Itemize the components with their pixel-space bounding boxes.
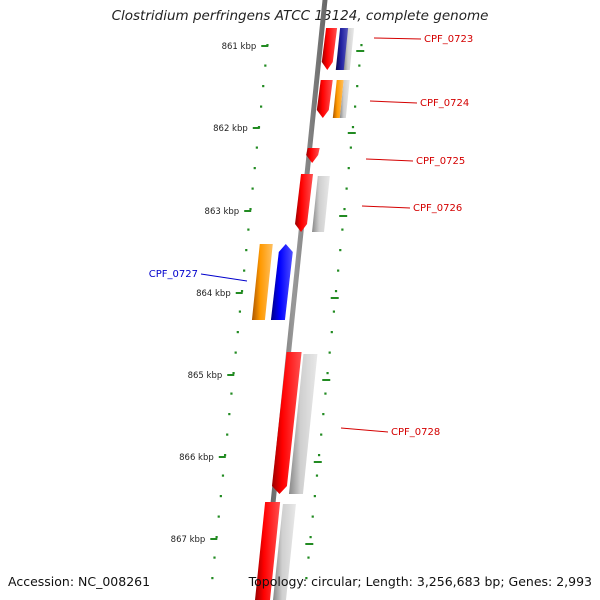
minor-tick-left — [221, 474, 225, 477]
minor-tick-right — [345, 187, 348, 190]
minor-tick-right — [356, 85, 359, 88]
minor-tick-right — [349, 146, 352, 149]
minor-tick-right — [326, 372, 329, 375]
gene-label[interactable]: CPF_0724 — [420, 98, 469, 109]
minor-tick-right — [315, 474, 319, 477]
minor-tick-right — [351, 126, 355, 129]
minor-tick-right — [353, 105, 357, 108]
gene-leader-line — [200, 273, 248, 282]
gene-leader-line — [373, 37, 422, 40]
kbp-label: 864 kbp — [196, 289, 231, 299]
gene-cpf0728-cds — [271, 352, 302, 494]
gene-cpf0726-cds — [295, 174, 314, 232]
minor-tick-left — [228, 413, 231, 416]
gene-cpf0724-gray — [339, 80, 350, 118]
gene-leader-line — [369, 100, 418, 104]
minor-tick-left — [232, 372, 235, 375]
minor-tick-left — [251, 187, 254, 190]
tick-marks — [210, 44, 365, 580]
minor-tick-right — [358, 64, 361, 67]
map-title: Clostridium perfringens ATCC 13124, comp… — [111, 8, 489, 24]
minor-tick-left — [253, 167, 256, 170]
gene-label[interactable]: CPF_0727 — [149, 269, 198, 280]
kbp-label: 861 kbp — [222, 42, 257, 52]
gene-cpf0724-orange — [332, 80, 344, 118]
gene-cpf0726-gray — [312, 176, 330, 232]
minor-tick-left — [234, 351, 237, 354]
genome-summary-text: Topology: circular; Length: 3,256,683 bp… — [248, 574, 592, 589]
accession-text: Accession: NC_008261 — [8, 574, 151, 589]
minor-tick-left — [245, 249, 248, 252]
gene-cpf0727-orange — [251, 244, 273, 320]
gene-label-layer: CPF_0723 CPF_0724 CPF_0725 CPF_0726 CPF_0727… — [149, 34, 473, 438]
minor-tick-left — [259, 105, 263, 108]
minor-tick-right — [322, 413, 325, 416]
minor-tick-right — [307, 556, 310, 559]
minor-tick-left — [223, 454, 227, 457]
minor-tick-right — [339, 249, 342, 252]
minor-tick-left — [240, 290, 244, 293]
gene-cpf0728-gray — [288, 354, 318, 494]
minor-tick-right — [330, 331, 333, 334]
minor-tick-left — [238, 310, 242, 313]
minor-tick-right — [317, 454, 321, 457]
minor-tick-left — [262, 85, 265, 88]
gene-label[interactable]: CPF_0728 — [391, 427, 440, 438]
kbp-label: 865 kbp — [188, 371, 223, 381]
minor-tick-right — [328, 351, 331, 354]
kbp-axis-labels: 861 kbp 862 kbp 863 kbp 864 kbp 865 kbp 866 k… — [171, 42, 257, 545]
gene-cpf0727-cds — [270, 244, 293, 320]
minor-tick-right — [305, 577, 308, 580]
minor-tick-right — [343, 208, 346, 211]
gene-cpf0724-cds — [316, 80, 333, 118]
minor-tick-left — [213, 556, 216, 559]
gene-label[interactable]: CPF_0725 — [416, 156, 465, 167]
minor-tick-left — [236, 331, 239, 334]
gene-lower-cds — [255, 502, 281, 600]
minor-tick-left — [249, 208, 252, 211]
gene-lower-gray — [273, 504, 296, 600]
minor-tick-right — [313, 495, 316, 498]
minor-tick-right — [309, 536, 312, 539]
minor-tick-left — [247, 228, 250, 231]
minor-tick-right — [324, 392, 327, 395]
feature-track — [251, 28, 355, 600]
minor-tick-left — [226, 433, 229, 436]
minor-tick-left — [264, 64, 267, 67]
kbp-label: 862 kbp — [213, 124, 248, 134]
minor-tick-right — [332, 310, 336, 313]
minor-tick-right — [341, 228, 344, 231]
minor-tick-left — [215, 536, 218, 539]
kbp-label: 866 kbp — [179, 453, 214, 463]
minor-tick-right — [360, 44, 363, 47]
minor-tick-left — [230, 392, 233, 395]
gene-label[interactable]: CPF_0726 — [413, 203, 462, 214]
minor-tick-left — [211, 577, 214, 580]
minor-tick-left — [219, 495, 222, 498]
gene-leader-line — [340, 427, 389, 433]
gene-cpf0723-cds — [321, 28, 338, 70]
gene-cpf0723-gray — [343, 28, 355, 70]
gene-leader-line — [365, 158, 414, 162]
gene-label[interactable]: CPF_0723 — [424, 34, 473, 45]
minor-tick-right — [337, 269, 340, 272]
minor-tick-right — [347, 167, 350, 170]
kbp-label: 863 kbp — [205, 207, 240, 217]
minor-tick-left — [243, 269, 246, 272]
minor-tick-left — [255, 146, 258, 149]
minor-tick-right — [320, 433, 323, 436]
minor-tick-right — [334, 290, 338, 293]
minor-tick-left — [217, 515, 220, 518]
kbp-label: 867 kbp — [171, 535, 206, 545]
minor-tick-right — [311, 515, 314, 518]
gene-cpf0725-cds — [306, 148, 320, 163]
gene-leader-line — [361, 205, 411, 209]
